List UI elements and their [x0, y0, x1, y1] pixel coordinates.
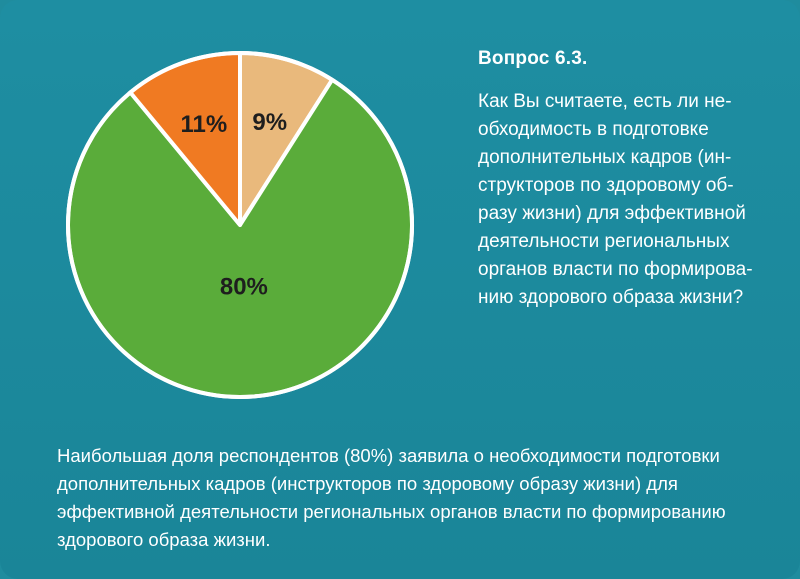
- question-line: органов власти по формирова-: [478, 259, 753, 280]
- question-line: дополнительных кадров (ин-: [478, 147, 732, 168]
- conclusion-line: дополнительных кадров (инструкторов по з…: [57, 473, 678, 494]
- question-text: Как Вы считаете, есть ли не- обходимость…: [478, 88, 768, 312]
- conclusion-line: Наибольшая доля респондентов (80%) заяви…: [57, 445, 720, 466]
- question-line: разу жизни) для эффективной: [478, 203, 746, 224]
- question-line: структоров по здоровому об-: [478, 175, 734, 196]
- conclusion-line: эффективной деятельности региональных ор…: [57, 501, 726, 522]
- question-line: деятельности региональных: [478, 231, 730, 252]
- question-line: нию здорового образа жизни?: [478, 287, 744, 308]
- conclusion-line: здорового образа жизни.: [57, 529, 271, 550]
- pie-label-80: 80%: [220, 273, 268, 300]
- pie-chart: 9% 80% 11%: [66, 51, 414, 399]
- pie-outline: [66, 51, 414, 399]
- conclusion-text: Наибольшая доля респондентов (80%) заяви…: [57, 442, 757, 554]
- question-title: Вопрос 6.3.: [478, 48, 588, 69]
- question-line: Как Вы считаете, есть ли не-: [478, 91, 732, 112]
- pie-label-11: 11%: [181, 111, 228, 138]
- pie-label-9: 9%: [252, 109, 287, 136]
- question-line: обходимость в подготовке: [478, 119, 709, 140]
